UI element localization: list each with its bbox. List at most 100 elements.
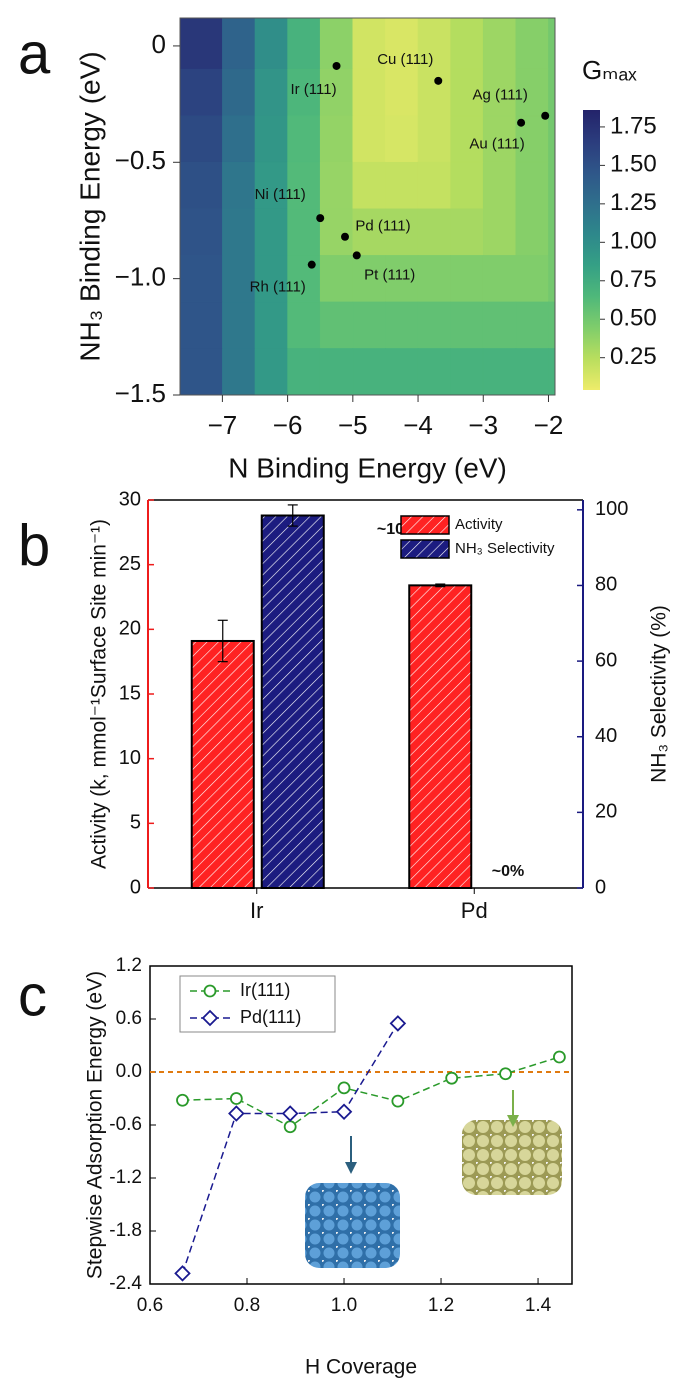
heatmap-cell — [287, 348, 321, 396]
heatmap-cell — [482, 255, 517, 303]
y-axis-label: NH₃ Binding Energy (eV) — [74, 51, 105, 361]
heatmap-cell — [548, 115, 556, 163]
marker — [335, 1103, 353, 1121]
heatmap-cell — [482, 115, 517, 163]
catalyst-point — [332, 61, 341, 70]
x-axis-label: H Coverage — [305, 1356, 417, 1379]
heatmap-cell — [548, 208, 556, 256]
colorbar-tick-label: 1.00 — [610, 228, 657, 255]
y-tick-label: -0.6 — [109, 1114, 142, 1135]
heatmap-cell — [319, 348, 354, 396]
heatmap-cell — [450, 255, 484, 303]
heatmap-cell — [352, 115, 386, 163]
panel-label: c — [18, 963, 47, 1028]
x-tick-label: 1.4 — [525, 1295, 552, 1316]
heatmap-cell — [417, 115, 451, 163]
heatmap-cell — [450, 208, 484, 256]
catalyst-point — [352, 251, 361, 260]
panel-label: a — [18, 21, 51, 86]
heatmap-cell — [515, 301, 549, 349]
bar — [408, 584, 473, 889]
heatmap-cell — [254, 68, 288, 117]
heatmap-cell — [417, 208, 451, 256]
heatmap-cell — [352, 208, 386, 256]
heatmap-cell — [548, 161, 556, 210]
y-tick-label: 25 — [119, 553, 141, 575]
x-tick-label: −5 — [338, 410, 368, 440]
catalyst-point — [316, 214, 325, 223]
y-tick-label: 30 — [119, 488, 141, 510]
marker — [228, 1105, 245, 1122]
marker — [552, 1050, 566, 1064]
heatmap-cell — [287, 208, 321, 256]
catalyst-label: Pd (111) — [355, 218, 410, 235]
heatmap-cell — [385, 68, 419, 117]
heatmap-cell — [352, 348, 386, 396]
heatmap-cell — [482, 348, 517, 396]
heatmap-cell — [287, 301, 321, 349]
x-tick-label: −3 — [468, 410, 498, 440]
y2-tick-label: 60 — [595, 649, 617, 671]
catalyst-point — [307, 260, 316, 269]
y-tick-label: 15 — [119, 682, 141, 704]
heatmap-cell — [319, 255, 354, 303]
x-tick-label: 0.8 — [234, 1295, 260, 1316]
y-tick-label: 5 — [130, 812, 141, 834]
marker — [337, 1081, 351, 1095]
heatmap-cell — [319, 115, 354, 163]
x-tick-label: −6 — [273, 410, 303, 440]
heatmap-cell — [254, 348, 288, 396]
heatmap-cell — [450, 68, 484, 117]
marker — [445, 1071, 459, 1085]
heatmap-cell — [385, 301, 419, 349]
x-tick-label: Ir — [250, 898, 263, 923]
heatmap-cell — [222, 115, 256, 163]
heatmap-cell — [352, 301, 386, 349]
legend-swatch — [400, 539, 450, 559]
heatmap-cell — [417, 348, 451, 396]
heatmap-cell — [385, 348, 419, 396]
heatmap-cell — [222, 161, 256, 210]
y2-tick-label: 100 — [595, 498, 628, 520]
catalyst-point — [434, 76, 443, 85]
colorbar-tick-label: 1.25 — [610, 189, 657, 216]
legend-box — [179, 975, 336, 1033]
heatmap-cell — [287, 17, 321, 70]
heatmap-cell — [385, 115, 419, 163]
heatmap-cell — [179, 255, 223, 303]
inset-structure-ir — [462, 1120, 562, 1195]
heatmap-cell — [319, 208, 354, 256]
heatmap-cell — [319, 17, 354, 70]
y-tick-label: -1.2 — [109, 1167, 142, 1188]
heatmap-cell — [417, 301, 451, 349]
bar — [190, 639, 255, 889]
colorbar-tick-label: 1.75 — [610, 112, 657, 139]
legend-marker — [203, 984, 217, 998]
heatmap-cell — [222, 68, 256, 117]
heatmap-cell — [548, 68, 556, 117]
heatmap-cell — [417, 255, 451, 303]
heatmap-cell — [179, 68, 223, 117]
heatmap-cell — [287, 115, 321, 163]
marker — [281, 1105, 299, 1122]
arrow-ir — [507, 1090, 519, 1127]
heatmap-cell — [515, 348, 549, 396]
y2-tick-label: 20 — [595, 801, 617, 823]
heatmap-cell — [385, 255, 419, 303]
legend-label: Ir(111) — [240, 980, 290, 1000]
y2-tick-label: 80 — [595, 574, 617, 596]
catalyst-point — [341, 232, 349, 241]
y-tick-label: 10 — [119, 747, 141, 769]
heatmap-cell — [287, 68, 321, 117]
y-tick-label: −0.5 — [115, 145, 166, 175]
error-bar — [435, 583, 446, 588]
heatmap-cell — [254, 161, 288, 210]
y-axis-label: Activity (k, mmol⁻¹Surface Site min⁻¹) — [88, 519, 111, 869]
heatmap-cell — [515, 255, 549, 303]
x-tick-label: −2 — [534, 410, 564, 440]
heatmap-cell — [254, 115, 288, 163]
heatmap-cell — [254, 208, 288, 256]
heatmap-cell — [482, 208, 517, 256]
legend-label: NH₃ Selectivity — [455, 540, 555, 557]
heatmap-cell — [417, 161, 451, 210]
